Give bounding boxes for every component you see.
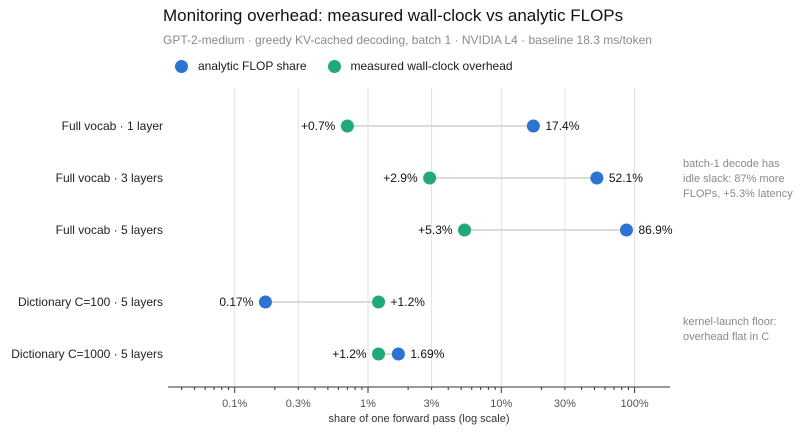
flop-share-point — [258, 295, 272, 309]
x-tick-label: 3% — [424, 398, 440, 410]
x-tick-label: 1% — [360, 398, 376, 410]
annotation-line: kernel-launch floor: — [683, 316, 777, 328]
annotation-line: batch-1 decode has — [683, 158, 780, 170]
flop-share-point — [590, 171, 604, 185]
flop-value-label: 17.4% — [545, 119, 579, 133]
annotation-idle-slack: batch-1 decode has idle slack: 87% more … — [683, 157, 793, 202]
annotation-line: overhead flat in C — [683, 331, 770, 343]
x-axis-label: share of one forward pass (log scale) — [329, 413, 510, 425]
row-label: Dictionary C=1000 · 5 layers — [11, 347, 163, 361]
flop-share-point — [526, 119, 540, 133]
chart-title: Monitoring overhead: measured wall-clock… — [163, 6, 624, 25]
legend-label-wall: measured wall-clock overhead — [350, 59, 513, 73]
wall-value-label: +1.2% — [391, 295, 426, 309]
flop-value-label: 86.9% — [638, 223, 672, 237]
legend-swatch-wall — [327, 59, 341, 73]
x-tick-label: 100% — [621, 398, 649, 410]
wall-clock-point — [340, 119, 354, 133]
legend-item-wall: measured wall-clock overhead — [327, 59, 513, 73]
legend-label-flop: analytic FLOP share — [198, 59, 307, 73]
annotation-line: idle slack: 87% more — [683, 173, 785, 185]
wall-value-label: +5.3% — [418, 223, 453, 237]
flop-share-point — [391, 347, 405, 361]
annotation-kernel-floor: kernel-launch floor: overhead flat in C — [683, 315, 777, 345]
wall-value-label: +2.9% — [383, 171, 418, 185]
wall-clock-point — [372, 295, 386, 309]
row-label: Full vocab · 1 layer — [62, 119, 163, 133]
row-label: Dictionary C=100 · 5 layers — [18, 295, 163, 309]
legend-item-flop: analytic FLOP share — [175, 59, 307, 73]
flop-value-label: 52.1% — [609, 171, 643, 185]
legend-swatch-flop — [175, 59, 188, 73]
x-tick-label: 30% — [554, 398, 576, 410]
wall-clock-point — [423, 171, 437, 185]
row-label: Full vocab · 3 layers — [56, 171, 163, 185]
annotation-line: FLOPs, +5.3% latency — [683, 188, 793, 200]
flop-value-label: 1.69% — [410, 347, 444, 361]
wall-clock-point — [458, 223, 472, 237]
x-tick-label: 0.1% — [222, 398, 247, 410]
wall-clock-point — [372, 347, 386, 361]
x-tick-label: 10% — [490, 398, 512, 410]
wall-value-label: +1.2% — [332, 347, 367, 361]
legend: analytic FLOP share measured wall-clock … — [175, 56, 534, 76]
row-label: Full vocab · 5 layers — [56, 223, 163, 237]
flop-share-point — [619, 223, 633, 237]
x-tick-label: 0.3% — [286, 398, 311, 410]
flop-value-label: 0.17% — [219, 295, 253, 309]
wall-value-label: +0.7% — [301, 119, 336, 133]
chart-subtitle: GPT-2-medium · greedy KV-cached decoding… — [163, 33, 652, 47]
